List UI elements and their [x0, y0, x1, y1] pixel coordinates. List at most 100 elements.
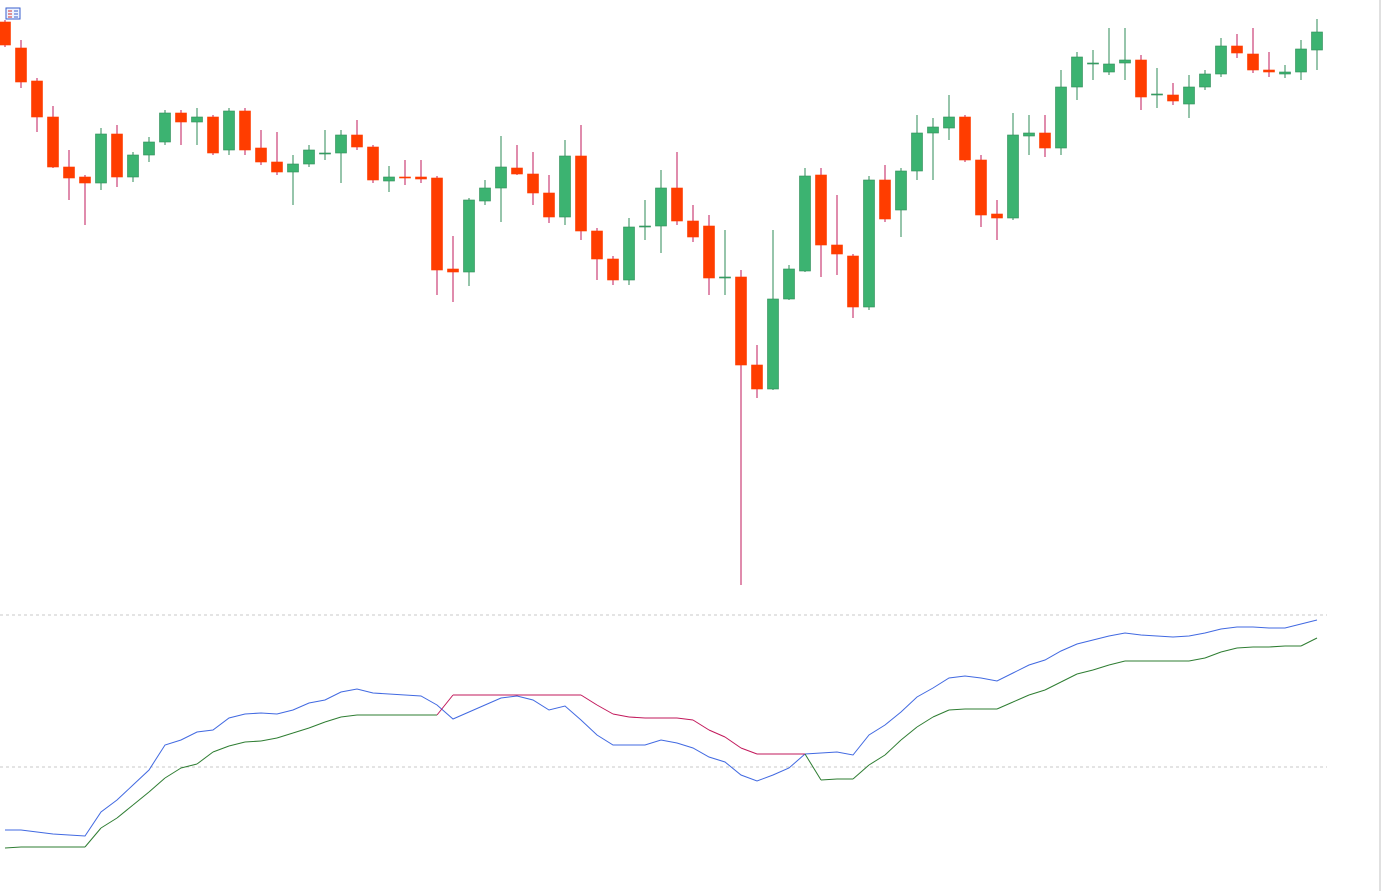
candle-body [1119, 59, 1131, 64]
candle-body [799, 175, 811, 272]
candle-body [863, 179, 875, 308]
candle-body [175, 112, 187, 123]
candle-body [591, 230, 603, 260]
candle-body [1215, 45, 1227, 75]
candle-body [1055, 86, 1067, 149]
candle-body [623, 226, 635, 281]
indicator-segment [436, 694, 454, 716]
menu-icon[interactable] [5, 7, 21, 20]
candle-body [463, 199, 475, 273]
indicator-segment [4, 846, 22, 849]
indicator-segment [212, 745, 230, 753]
indicator-segment [308, 721, 326, 729]
candle-body [1263, 69, 1275, 73]
candle-body [927, 126, 939, 134]
candle-body [479, 187, 491, 202]
candle-body [527, 173, 539, 194]
indicator-segment [948, 708, 966, 711]
indicator-segment [628, 716, 646, 719]
indicator-segment [852, 764, 870, 780]
candle-body [783, 268, 795, 300]
indicator-segment [1076, 669, 1094, 675]
candle-body [1311, 31, 1323, 51]
indicator-segment [820, 778, 838, 781]
indicator-segment [1204, 651, 1222, 659]
candle-body [415, 176, 427, 180]
candle-body [815, 174, 827, 246]
indicator-segment [596, 704, 614, 715]
candle-body [15, 47, 27, 83]
candle-body [1279, 71, 1291, 75]
indicator-segment [580, 694, 598, 706]
candle-body [543, 192, 555, 218]
candle-body [79, 176, 91, 184]
indicator-segment [1012, 694, 1030, 703]
candle-body [399, 176, 411, 179]
candle-body [671, 187, 683, 222]
indicator-segment [1028, 689, 1046, 696]
candle-body [495, 166, 507, 189]
indicator-segment [324, 716, 342, 723]
candle-body [303, 149, 315, 165]
candle-body [1007, 134, 1019, 219]
candle-body [1183, 86, 1195, 105]
candle-body [1071, 56, 1083, 88]
candle-body [47, 116, 59, 168]
indicator-segment [884, 739, 902, 756]
candle-body [1247, 53, 1259, 71]
candle-body [1151, 93, 1163, 96]
candle-body [719, 276, 731, 279]
candle-body [607, 258, 619, 281]
indicator-segment [84, 827, 102, 848]
indicator-segment [292, 727, 310, 734]
indicator-segment [900, 726, 918, 741]
candle-body [959, 116, 971, 161]
candle-body [1295, 48, 1307, 73]
indicator-segment [276, 732, 294, 739]
indicator-segment [692, 719, 710, 731]
candle-body [1231, 45, 1243, 54]
candle-body [831, 244, 843, 255]
candle-body [0, 21, 11, 46]
icon-frame[interactable] [5, 7, 21, 20]
candle-body [255, 147, 267, 163]
candle-body [63, 166, 75, 179]
candle-body [911, 132, 923, 172]
candle-body [1103, 63, 1115, 73]
indicator-segment [180, 763, 198, 769]
indicator-segment [740, 747, 758, 755]
candle-body [575, 155, 587, 232]
indicator-segment [116, 804, 134, 819]
candle-body [943, 116, 955, 129]
candle-body [127, 154, 139, 178]
indicator-segment [1092, 664, 1110, 671]
indicator-segment [1188, 657, 1206, 662]
candle-body [287, 163, 299, 173]
candle-body [351, 134, 363, 148]
indicator-segment [148, 777, 166, 793]
indicator-segment [676, 717, 694, 721]
candle-body [895, 170, 907, 211]
indicator-segment [1044, 681, 1062, 691]
candle-body [975, 159, 987, 216]
candle-body [383, 176, 395, 182]
candle-body [431, 177, 443, 271]
candle-body [559, 155, 571, 218]
indicator-segment [932, 709, 950, 718]
indicator-segment [244, 740, 262, 743]
candle-body [143, 141, 155, 156]
candle-body [31, 80, 43, 118]
candle-body [1135, 59, 1147, 98]
indicator-segment [868, 754, 886, 766]
candle-body [319, 152, 331, 155]
candle-body [511, 167, 523, 175]
candle-body [1039, 132, 1051, 149]
indicator-segment [1236, 646, 1254, 649]
indicator-segment [340, 714, 358, 718]
indicator-line [5, 619, 1318, 837]
candle-body [879, 179, 891, 220]
indicator-segment [228, 741, 246, 747]
indicator-segment [804, 753, 822, 781]
candle-body [447, 268, 459, 273]
candle-body [767, 298, 779, 390]
